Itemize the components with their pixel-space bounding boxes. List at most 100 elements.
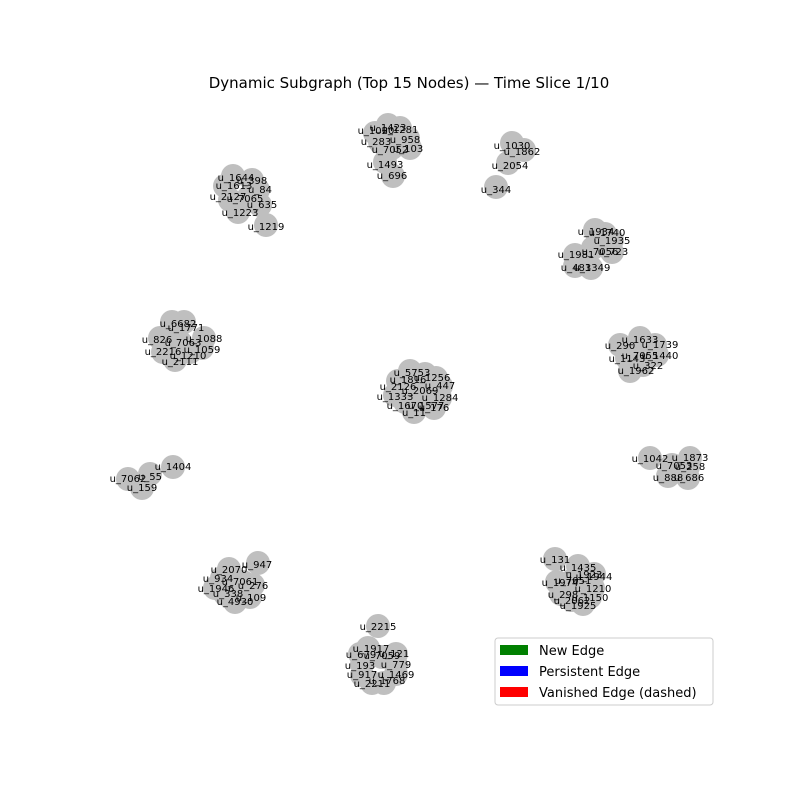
node-label: u_1925 xyxy=(560,601,597,612)
graph-node[interactable] xyxy=(543,547,567,571)
node-label: u_1771 xyxy=(168,323,205,334)
node-label: u_7062 xyxy=(110,474,147,485)
node-label: u_1333 xyxy=(377,392,414,403)
legend-box xyxy=(494,637,714,706)
node-label: u_1934 xyxy=(578,227,615,238)
node-label: u_1469 xyxy=(378,670,415,681)
graph-node[interactable] xyxy=(581,236,605,260)
graph-node[interactable] xyxy=(248,193,272,217)
chart-title: Dynamic Subgraph (Top 15 Nodes) — Time S… xyxy=(209,74,610,92)
graph-node[interactable] xyxy=(172,310,196,334)
node-label: u_258 xyxy=(675,462,705,473)
node-label: u_447 xyxy=(425,381,455,392)
legend-swatch xyxy=(500,687,528,697)
node-label: u_1923 xyxy=(566,570,603,581)
node-label: u_298 xyxy=(548,590,578,601)
node-label: u_131 xyxy=(540,555,570,566)
graph-node[interactable] xyxy=(484,175,508,199)
graph-node[interactable] xyxy=(496,151,520,175)
legend-swatch xyxy=(500,645,528,655)
node-label: u_679 xyxy=(346,650,376,661)
node-label: u_696 xyxy=(377,171,407,182)
legend-swatch xyxy=(500,666,528,676)
node-label: u_84 xyxy=(248,185,272,196)
node-cluster: u_1644u_398u_1613u_84u_2127u_7065u_635u_… xyxy=(210,164,285,237)
node-label: u_398 xyxy=(237,176,267,187)
graph-node[interactable] xyxy=(254,213,278,237)
node-label: u_1423 xyxy=(370,123,407,134)
graph-node[interactable] xyxy=(422,396,446,420)
legend-label: Vanished Edge (dashed) xyxy=(539,686,697,701)
node-label: u_7055 xyxy=(622,351,659,362)
graph-node[interactable] xyxy=(366,614,390,638)
node-label: u_723 xyxy=(598,247,628,258)
nodes-layer: u_1423u_1281u_1020u_958u_283u_7052u_103u… xyxy=(110,113,709,695)
node-label: u_7056 xyxy=(582,247,619,258)
node-label: u_5753 xyxy=(394,368,431,379)
node-label: u_1349 xyxy=(574,263,611,274)
node-label: u_1873 xyxy=(672,453,709,464)
node-label: u_7059 xyxy=(364,651,401,662)
node-label: u_1219 xyxy=(248,222,285,233)
graph-node[interactable] xyxy=(571,592,595,616)
node-label: u_159 xyxy=(127,483,157,494)
node-label: u_1281 xyxy=(382,125,419,136)
graph-node[interactable] xyxy=(656,464,680,488)
node-label: u_283 xyxy=(361,137,391,148)
graph-node[interactable] xyxy=(226,200,250,224)
node-cluster: u_1423u_1281u_1020u_958u_283u_7052u_103u… xyxy=(358,113,423,188)
node-label: u_1917 xyxy=(353,644,390,655)
graph-node[interactable] xyxy=(161,455,185,479)
graph-node[interactable] xyxy=(372,671,396,695)
node-label: u_1935 xyxy=(594,236,631,247)
node-label: u_2069 xyxy=(402,386,439,397)
graph-node[interactable] xyxy=(600,240,624,264)
node-label: u_7063 xyxy=(165,338,202,349)
node-label: u_1150 xyxy=(572,593,609,604)
node-label: u_1577 xyxy=(408,401,445,412)
node-label: u_1059 xyxy=(184,345,221,356)
node-label: u_934 xyxy=(203,574,233,585)
node-label: u_1020 xyxy=(358,126,395,137)
node-label: u_1739 xyxy=(642,340,679,351)
node-label: u_7053 xyxy=(656,461,693,472)
node-label: u_888 xyxy=(653,473,683,484)
graph-node[interactable] xyxy=(398,136,422,160)
node-label: u_103 xyxy=(393,144,423,155)
node-label: u_121 xyxy=(379,649,409,660)
node-label: u_4930 xyxy=(217,597,254,608)
node-label: u_635 xyxy=(247,200,277,211)
node-label: u_7065 xyxy=(227,194,264,205)
legend: New Edge Persistent Edge Vanished Edge (da… xyxy=(494,637,714,706)
legend-label: Persistent Edge xyxy=(539,665,640,680)
node-label: u_1946 xyxy=(198,584,235,595)
graph-node[interactable] xyxy=(223,590,247,614)
graph-node[interactable] xyxy=(246,551,270,575)
node-label: u_2215 xyxy=(360,622,397,633)
graph-node[interactable] xyxy=(512,138,536,162)
node-label: u_11 xyxy=(402,408,426,419)
node-label: u_193 xyxy=(345,661,375,672)
node-label: u_483 xyxy=(561,263,591,274)
graph-node[interactable] xyxy=(130,476,154,500)
graph-node[interactable] xyxy=(163,348,187,372)
graph-node[interactable] xyxy=(618,359,642,383)
graph-node[interactable] xyxy=(381,164,405,188)
node-label: u_1633 xyxy=(622,335,659,346)
graph-node[interactable] xyxy=(676,466,700,490)
graph-node[interactable] xyxy=(402,400,426,424)
node-label: u_958 xyxy=(390,135,420,146)
graph-node[interactable] xyxy=(638,446,662,470)
node-label: u_917 xyxy=(347,670,377,681)
graph-node[interactable] xyxy=(579,256,603,280)
node-label: u_826 xyxy=(142,335,172,346)
node-label: u_2062 xyxy=(554,596,591,607)
node-label: u_322 xyxy=(633,361,663,372)
node-label: u_1435 xyxy=(560,563,597,574)
